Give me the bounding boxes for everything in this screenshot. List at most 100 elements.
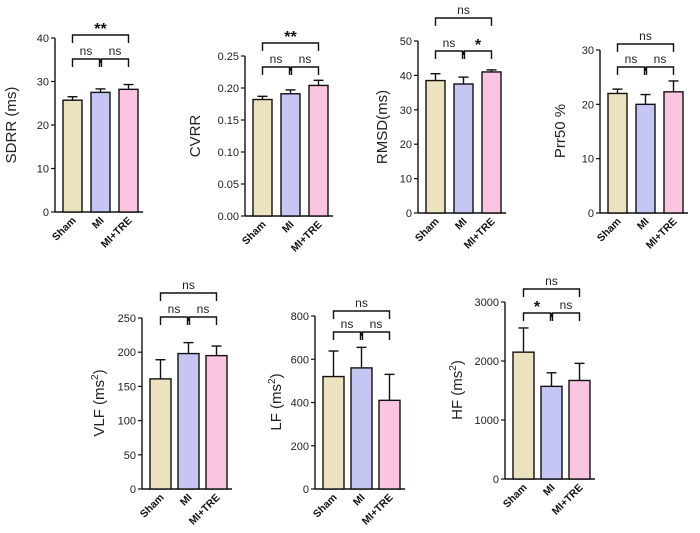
significance-bracket <box>100 58 130 67</box>
significance-bracket <box>290 66 320 75</box>
bar-sham <box>512 351 535 480</box>
bar-sham <box>252 98 273 217</box>
y-tick-label: 30 <box>582 45 594 57</box>
significance-label: ns <box>625 52 638 66</box>
significance-label: * <box>475 37 482 54</box>
significance-bracket <box>159 292 218 301</box>
y-tick-label: 0.00 <box>218 211 239 223</box>
significance-bracket <box>645 66 675 75</box>
y-tick-label: 20 <box>400 139 412 151</box>
bar-sham <box>322 375 345 490</box>
chart-cvrr: 0.00 0.05 0.10 0.15 0.20 0.25 CVRR Sham MIMI+TRE… <box>187 29 333 255</box>
y-axis-label: VLF (ms2) <box>90 369 108 436</box>
y-tick-label: 2000 <box>475 356 499 368</box>
significance-bracket <box>522 312 552 321</box>
significance-label: ns <box>182 278 195 292</box>
significance-label: ns <box>545 274 558 288</box>
category-label: Sham <box>138 492 167 521</box>
bar-mi <box>280 93 301 217</box>
y-axis-label: SDRR (ms) <box>3 87 20 164</box>
significance-bracket <box>434 50 464 59</box>
significance-label: ** <box>94 21 107 38</box>
bar-mi <box>90 91 111 213</box>
significance-bracket <box>332 331 362 340</box>
significance-bracket <box>71 58 101 67</box>
y-tick-label: 800 <box>291 311 309 323</box>
significance-bracket <box>434 17 493 26</box>
y-tick-label: 400 <box>291 398 309 410</box>
category-label: MI+TRE <box>550 482 586 518</box>
y-tick-label: 0 <box>130 484 136 496</box>
significance-label: ns <box>443 36 456 50</box>
y-tick-label: 30 <box>400 105 412 117</box>
significance-label: ns <box>654 52 667 66</box>
y-tick-label: 0 <box>493 474 499 486</box>
category-label: MI+TRE <box>360 492 396 528</box>
category-label: Sham <box>501 482 530 511</box>
significance-label: ns <box>457 3 470 17</box>
bar-mi-tre <box>378 399 401 490</box>
y-tick-label: 1000 <box>475 415 499 427</box>
y-tick-label: 250 <box>118 313 136 325</box>
bar-sham <box>607 92 628 214</box>
bar-mi-tre <box>481 71 502 214</box>
bar-sham <box>425 79 446 214</box>
y-tick-label: 40 <box>400 70 412 82</box>
significance-bracket <box>361 331 391 340</box>
significance-label: ns <box>370 317 383 331</box>
category-label: MI <box>178 492 195 509</box>
category-label: MI <box>351 492 368 509</box>
significance-bracket <box>522 288 581 297</box>
y-tick-label: 20 <box>582 99 594 111</box>
significance-bracket <box>551 312 581 321</box>
y-tick-label: 30 <box>37 77 49 89</box>
significance-bracket <box>616 43 675 52</box>
bar-mi <box>453 83 474 214</box>
significance-label: ns <box>639 29 652 43</box>
bar-sham <box>149 378 172 490</box>
significance-label: ns <box>341 317 354 331</box>
category-label: MI <box>635 216 652 233</box>
category-label: MI <box>453 216 470 233</box>
significance-bracket <box>159 316 189 325</box>
y-tick-label: 50 <box>124 450 136 462</box>
significance-label: ** <box>284 29 297 46</box>
significance-label: ns <box>355 296 368 310</box>
y-tick-label: 0.05 <box>218 179 239 191</box>
significance-label: ns <box>168 302 181 316</box>
category-label: Sham <box>240 219 269 248</box>
category-label: MI+TRE <box>462 216 498 252</box>
category-label: MI <box>280 219 297 236</box>
bar-mi-tre <box>308 84 329 217</box>
y-tick-label: 50 <box>400 36 412 48</box>
y-tick-label: 0 <box>406 208 412 220</box>
significance-bracket <box>261 42 320 51</box>
significance-bracket <box>332 310 391 319</box>
significance-bracket <box>463 50 493 59</box>
y-tick-label: 3000 <box>475 297 499 309</box>
category-label: Sham <box>595 216 624 245</box>
y-tick-label: 600 <box>291 354 309 366</box>
y-tick-label: 200 <box>118 347 136 359</box>
significance-label: ns <box>197 302 210 316</box>
category-label: MI+TRE <box>644 216 680 252</box>
bar-sham <box>62 99 83 213</box>
significance-label: ns <box>80 44 93 58</box>
y-tick-label: 0.10 <box>218 147 239 159</box>
significance-bracket <box>616 66 646 75</box>
bar-mi-tre <box>205 354 228 490</box>
significance-label: ns <box>560 298 573 312</box>
y-tick-label: 0.25 <box>218 51 239 63</box>
category-label: MI+TRE <box>289 219 325 255</box>
y-tick-label: 0 <box>43 207 49 219</box>
category-label: Sham <box>50 215 79 244</box>
y-tick-label: 10 <box>400 174 412 186</box>
significance-label: ns <box>109 44 122 58</box>
significance-label: ns <box>270 52 283 66</box>
bar-mi <box>635 103 656 214</box>
